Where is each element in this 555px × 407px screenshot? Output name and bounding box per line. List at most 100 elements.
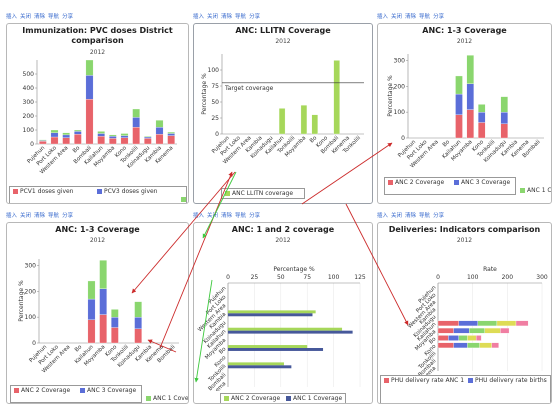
chart-frame: ANC: LLITN Coverage 2012 0 25 50 75 100 Perce…: [193, 23, 373, 204]
toolbar-link[interactable]: 关闭: [391, 213, 403, 219]
toolbar-link[interactable]: 分享: [249, 14, 261, 20]
y-tick-label: 25: [211, 115, 219, 122]
legend-label: ANC 2 Coverage: [21, 387, 71, 394]
toolbar-link[interactable]: 清除: [34, 213, 46, 219]
y-tick-label: Kenema: [207, 381, 227, 391]
toolbar-link[interactable]: 关闭: [207, 213, 219, 219]
toolbar-link[interactable]: 关闭: [207, 14, 219, 20]
toolbar-link[interactable]: 分享: [433, 213, 445, 219]
legend-swatch: [80, 387, 85, 393]
x-tick-label: 0: [436, 274, 440, 281]
toolbar-link[interactable]: 关闭: [20, 14, 32, 20]
legend-swatch: [286, 395, 291, 401]
legend-item: PHU delivery rate births: [468, 377, 547, 384]
legend-item: ANC 1 Coverage: [146, 395, 188, 402]
bar: [466, 55, 474, 84]
toolbar-link[interactable]: 清除: [405, 14, 417, 20]
y-tick-label: 200: [394, 83, 406, 90]
toolbar-link[interactable]: 导航: [419, 213, 431, 219]
red-arrow: [131, 171, 236, 294]
bar: [99, 260, 107, 289]
x-tick-label: 100: [467, 274, 479, 281]
chart-year: 2012: [89, 237, 106, 244]
toolbar-link[interactable]: 插入: [6, 213, 18, 219]
y-tick-label: 100: [25, 314, 37, 321]
bar: [228, 310, 316, 314]
y-tick-label: 500: [23, 71, 35, 78]
toolbar-link[interactable]: 导航: [235, 14, 247, 20]
chart-legend: ANC 2 Coverage ANC 3 Coverage ANC 1 Covera…: [384, 177, 551, 195]
toolbar-link[interactable]: 分享: [433, 14, 445, 20]
toolbar-link[interactable]: 清除: [34, 14, 46, 20]
chart-panel-llitn-coverage: 插入 关闭 清除 导航 分享 ANC: LLITN Coverage 2012 0 25 5…: [193, 12, 373, 204]
bar: [228, 362, 284, 366]
legend-item: PHU delivery rate ANC 1: [384, 377, 464, 384]
green-arrow: [202, 171, 237, 239]
y-tick-label: Kenema: [417, 366, 437, 375]
x-tick-label: 200: [502, 274, 514, 281]
y-tick-label: 100: [208, 67, 220, 74]
bar: [39, 139, 47, 141]
chart-panel-pcv-doses: 插入 关闭 清除 导航 分享 Immunization: PVC doses Distr…: [6, 12, 189, 204]
chart-title: ANC: LLITN Coverage: [235, 26, 331, 35]
y-tick-label: 0: [32, 340, 36, 347]
toolbar-link[interactable]: 分享: [62, 14, 74, 20]
toolbar-link[interactable]: 分享: [62, 213, 74, 219]
bar: [134, 301, 142, 318]
toolbar-link[interactable]: 插入: [193, 213, 205, 219]
x-axis-title: Percentage %: [273, 266, 315, 273]
y-tick-label: 400: [23, 85, 35, 92]
chart-panel-anc-1-3-coverage-copy: 插入 关闭 清除 导航 分享 ANC: 1-3 Coverage 2012 0 100 20…: [6, 211, 189, 404]
toolbar-link[interactable]: 清除: [221, 213, 233, 219]
bar: [167, 131, 175, 134]
panel-toolbar: 插入 关闭 清除 导航 分享: [377, 211, 447, 221]
chart-frame: Immunization: PVC doses District comparis…: [6, 23, 189, 204]
x-tick-label: 75: [303, 274, 311, 281]
toolbar-link[interactable]: 导航: [419, 14, 431, 20]
y-tick-label: 0: [401, 135, 405, 142]
toolbar-link[interactable]: 插入: [6, 14, 18, 20]
toolbar-link[interactable]: 清除: [221, 14, 233, 20]
legend-label: PCV3 doses given: [104, 188, 158, 195]
legend-swatch: [388, 179, 393, 185]
toolbar-link[interactable]: 关闭: [20, 213, 32, 219]
legend-item: ANC 3 Coverage: [80, 387, 136, 394]
bar: [475, 335, 482, 341]
toolbar-link[interactable]: 插入: [377, 213, 389, 219]
bar: [132, 108, 140, 118]
toolbar-link[interactable]: 插入: [377, 14, 389, 20]
legend-swatch: [97, 188, 102, 194]
legend-swatch: [454, 179, 459, 185]
x-tick-label: 50: [277, 274, 285, 281]
toolbar-link[interactable]: 分享: [249, 213, 261, 219]
toolbar-link[interactable]: 导航: [235, 213, 247, 219]
legend-swatch: [225, 190, 230, 196]
chart-year: 2012: [275, 237, 291, 244]
x-tick-label: 25: [251, 274, 259, 281]
bar: [228, 313, 313, 317]
red-arrow: [159, 171, 233, 349]
x-tick-label: Bo: [74, 344, 84, 354]
legend-label: ANC 3 Coverage: [87, 387, 137, 394]
panel-toolbar: 插入 关闭 清除 导航 分享: [6, 12, 76, 22]
toolbar-link[interactable]: 关闭: [391, 14, 403, 20]
toolbar-link[interactable]: 导航: [48, 14, 60, 20]
toolbar-link[interactable]: 插入: [193, 14, 205, 20]
x-tick-label: 125: [354, 274, 366, 281]
legend-label: PHU delivery rate ANC 1: [391, 377, 465, 384]
chart-panel-anc-1-3-coverage: 插入 关闭 清除 导航 分享 ANC: 1-3 Coverage 2012 0 100 20…: [377, 12, 552, 204]
bar: [120, 133, 129, 136]
y-tick-label: 50: [211, 99, 219, 106]
legend-item: ANC 2 Coverage: [14, 387, 70, 394]
y-tick-label: 75: [211, 83, 219, 90]
bar: [62, 132, 70, 136]
bar: [228, 330, 353, 334]
legend-item: ANC 2 Coverage: [224, 395, 280, 402]
toolbar-link[interactable]: 清除: [405, 213, 417, 219]
toolbar-link[interactable]: 导航: [48, 213, 60, 219]
